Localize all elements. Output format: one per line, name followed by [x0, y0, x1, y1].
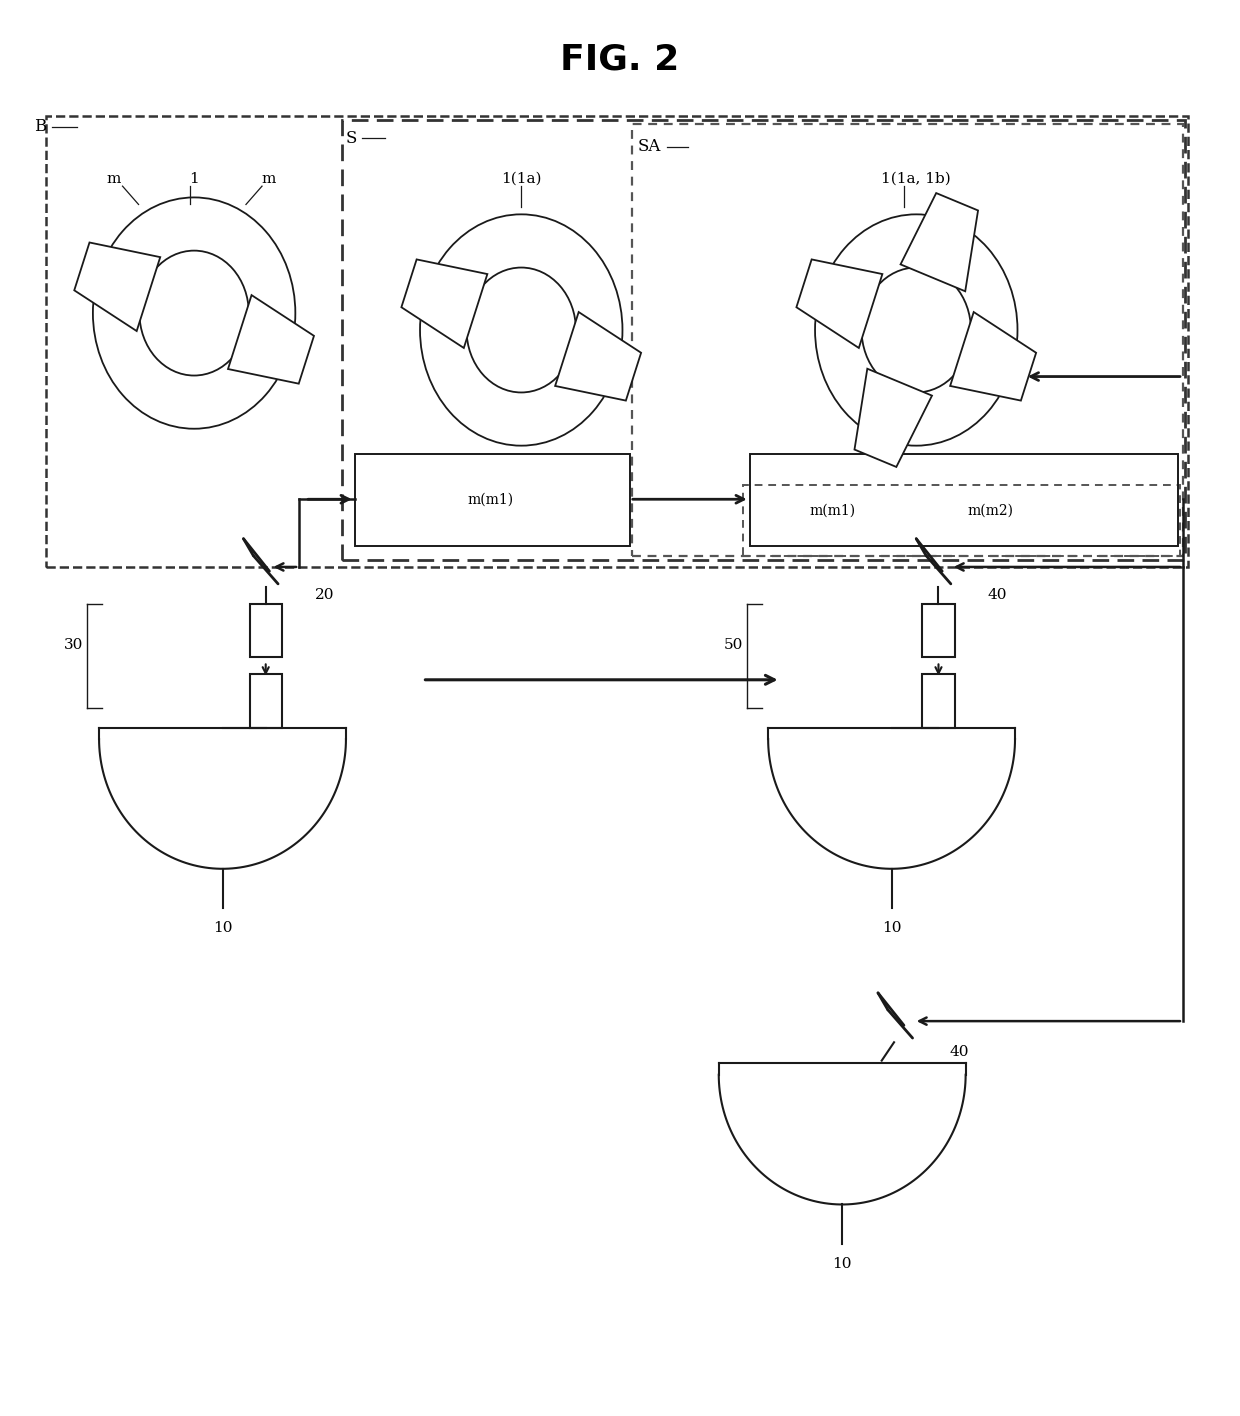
Polygon shape — [796, 259, 883, 348]
Text: 40: 40 — [950, 1045, 970, 1059]
Polygon shape — [228, 295, 314, 384]
Bar — [923, 603, 955, 657]
Bar — [249, 603, 281, 657]
Text: 10: 10 — [213, 920, 232, 935]
Bar — [249, 674, 281, 728]
Text: m(m1): m(m1) — [467, 493, 513, 507]
Text: S: S — [346, 130, 357, 147]
Bar — [632, 125, 1183, 555]
Bar — [342, 120, 1185, 559]
Bar — [744, 486, 1180, 555]
Bar — [355, 455, 630, 545]
Polygon shape — [402, 259, 487, 348]
Polygon shape — [556, 312, 641, 401]
Polygon shape — [950, 312, 1037, 401]
Text: 10: 10 — [832, 1257, 852, 1270]
Polygon shape — [854, 368, 932, 467]
Text: 1(1a): 1(1a) — [501, 173, 542, 185]
Text: 20: 20 — [315, 588, 335, 602]
Bar — [46, 116, 1188, 566]
Text: m(m2): m(m2) — [967, 504, 1013, 517]
Text: 10: 10 — [882, 920, 901, 935]
Text: FIG. 2: FIG. 2 — [560, 42, 680, 76]
Text: 50: 50 — [724, 637, 744, 651]
Text: 40: 40 — [988, 588, 1007, 602]
Text: m(m1): m(m1) — [810, 504, 856, 517]
Text: B: B — [33, 119, 46, 136]
Polygon shape — [74, 242, 160, 331]
Text: 1: 1 — [190, 173, 198, 185]
Text: SA: SA — [637, 139, 661, 156]
Polygon shape — [900, 193, 978, 292]
Text: m: m — [107, 173, 122, 185]
Text: m: m — [260, 173, 275, 185]
Bar — [923, 674, 955, 728]
Text: 1(1a, 1b): 1(1a, 1b) — [882, 173, 951, 185]
Bar — [750, 455, 1178, 545]
Text: 30: 30 — [63, 637, 83, 651]
